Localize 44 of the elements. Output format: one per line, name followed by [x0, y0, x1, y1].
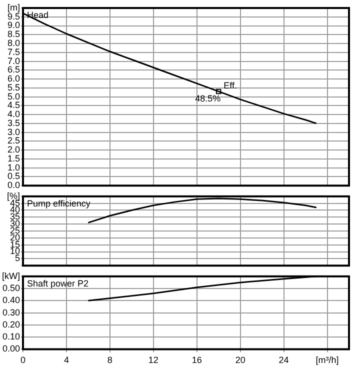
y-tick-label: 2.5: [7, 136, 20, 146]
x-tick-label: 8: [107, 355, 112, 366]
y-tick-label: 0.40: [2, 295, 20, 306]
x-tick-label: 20: [235, 355, 246, 366]
y-tick-label: 0.0: [7, 180, 20, 190]
y-tick-label: 6.0: [7, 74, 20, 84]
y-tick-label: 0.30: [2, 307, 20, 318]
y-tick-label: 7.0: [7, 56, 20, 66]
y-tick-label: 3.0: [7, 126, 20, 137]
y-tick-label: 8.5: [7, 29, 20, 40]
x-tick-label: 12: [148, 355, 158, 366]
annotation: 48.5%: [195, 93, 221, 104]
y-tick-label: 7.5: [7, 46, 20, 57]
x-tick-label: [m³/h]: [316, 355, 339, 366]
y-tick-label: 6.5: [7, 64, 20, 75]
x-tick-label: 0: [20, 355, 26, 366]
annotation: Eff.: [224, 80, 237, 90]
y-tick-label: 3.5: [7, 118, 20, 128]
y-tick-label: [%]: [6, 190, 20, 201]
x-tick-label: 16: [192, 355, 202, 366]
y-tick-label: 5.0: [7, 91, 20, 102]
y-tick-label: 5: [14, 253, 20, 264]
chart-title: Shaft power P2: [27, 278, 89, 288]
y-tick-label: 9.5: [7, 11, 20, 22]
y-tick-label: 9.0: [7, 20, 20, 30]
y-tick-label: 5.5: [7, 82, 20, 92]
y-tick-label: [kW]: [2, 270, 20, 281]
y-tick-label: 15: [10, 239, 20, 250]
y-tick-label: 2.0: [7, 144, 20, 155]
y-tick-label: 0.20: [2, 319, 20, 330]
chart-title: Pump efficiency: [27, 198, 91, 208]
y-tick-label: 0.00: [2, 344, 20, 354]
x-tick-label: 24: [278, 355, 289, 366]
y-tick-label: 1.5: [7, 153, 20, 164]
chart-title: Head: [27, 10, 49, 20]
y-tick-label: 1.0: [7, 162, 20, 172]
y-tick-label: 0.50: [2, 283, 20, 294]
y-tick-label: 4.5: [7, 100, 20, 110]
y-tick-label: 8.0: [7, 38, 20, 48]
y-tick-label: [m]: [8, 2, 20, 12]
y-tick-label: 0.5: [7, 171, 20, 182]
y-tick-label: 0.10: [2, 332, 20, 342]
x-tick-label: 4: [64, 355, 69, 366]
y-tick-label: 4.0: [7, 109, 20, 120]
